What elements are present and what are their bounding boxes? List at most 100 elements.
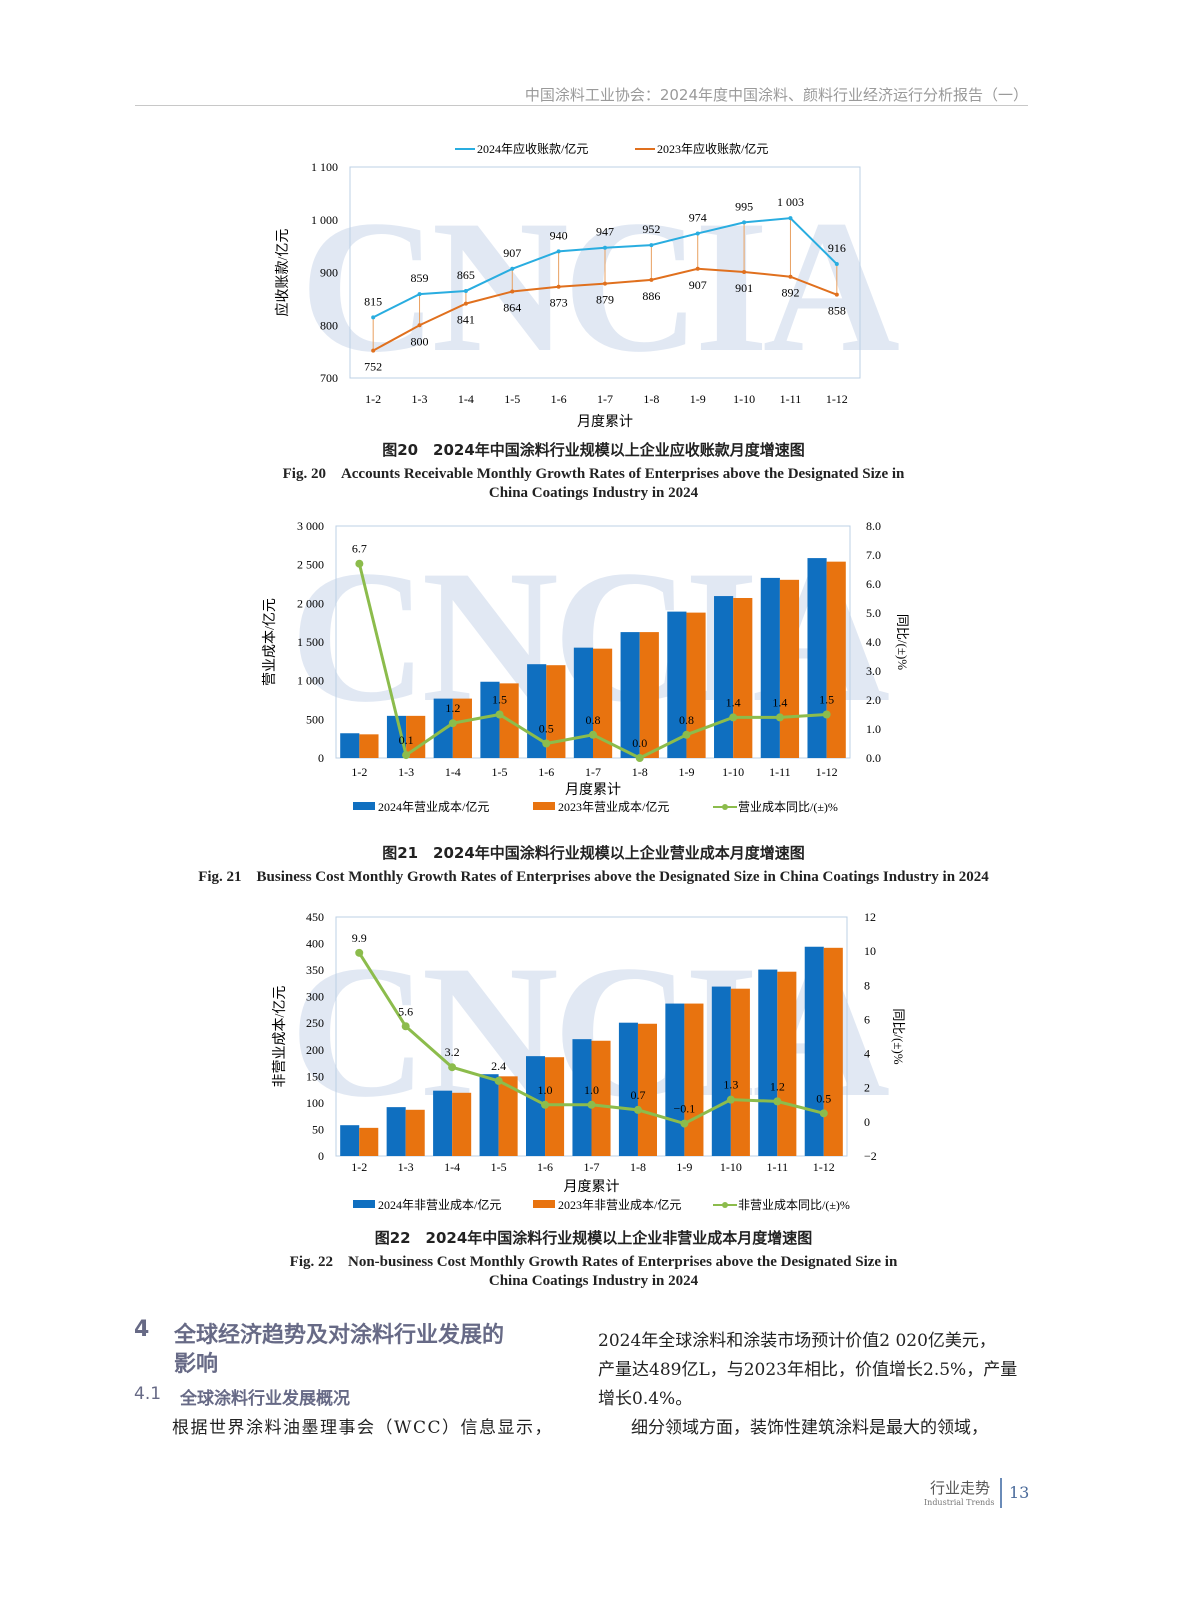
bar-2023	[779, 579, 800, 758]
figure-20-caption-en: Fig. 20 Accounts Receivable Monthly Grow…	[282, 466, 905, 482]
x-tick-label: 1-8	[632, 765, 648, 779]
growth-label: 1.3	[723, 1078, 738, 1092]
data-point	[788, 216, 793, 221]
data-label: 952	[642, 222, 660, 236]
y-tick-label: 1 500	[297, 635, 324, 649]
growth-point	[635, 754, 644, 762]
data-point	[556, 249, 561, 254]
y-tick-label: 1 000	[311, 213, 338, 227]
bar-2024	[340, 733, 360, 758]
growth-label: 0.0	[632, 736, 647, 750]
x-tick-label: 1-3	[412, 392, 428, 406]
growth-label: 6.7	[352, 542, 367, 556]
y2-tick-label: 10	[864, 944, 876, 958]
bar-2024	[525, 1056, 546, 1156]
y-axis-title: 非营业成本/亿元	[272, 986, 288, 1088]
x-tick-label: 1-8	[643, 392, 659, 406]
bar-2024	[667, 611, 687, 758]
y-tick-label: 3 000	[297, 519, 324, 533]
bar-2024	[758, 969, 778, 1156]
growth-label: 1.0	[538, 1083, 553, 1097]
figure-21-caption-cn: 图21 2024年中国涂料行业规模以上企业营业成本月度增速图	[382, 844, 805, 862]
x-tick-label: 1-2	[351, 765, 367, 779]
data-point	[603, 281, 607, 286]
bar-2023	[452, 698, 472, 758]
data-label: 907	[689, 278, 707, 292]
growth-point	[633, 1105, 642, 1114]
y-tick-label: 50	[312, 1122, 324, 1136]
y-tick-label: 0	[318, 751, 324, 765]
legend-swatch	[353, 802, 375, 810]
right-paragraph-line: 细分领域方面，装饰性建筑涂料是最大的领域，	[614, 1418, 988, 1438]
x-tick-label: 1-11	[767, 1160, 789, 1174]
y-tick-label: 100	[306, 1096, 324, 1110]
y-tick-label: 150	[306, 1069, 324, 1083]
figure-20-caption-en-2: China Coatings Industry in 2024	[488, 485, 699, 501]
data-label: 916	[828, 241, 846, 255]
bar-2023	[359, 1127, 379, 1156]
x-tick-label: 1-7	[597, 392, 613, 406]
x-tick-label: 1-6	[551, 392, 567, 406]
bar-2024	[618, 1022, 638, 1156]
x-tick-label: 1-7	[584, 1160, 600, 1174]
growth-label: 1.0	[584, 1083, 599, 1097]
x-tick-label: 1-4	[458, 392, 474, 406]
growth-point	[680, 1119, 689, 1128]
growth-label: 0.8	[679, 713, 694, 727]
y2-tick-label: 5.0	[866, 606, 881, 620]
x-tick-label: 1-10	[733, 392, 755, 406]
y-tick-label: 1 000	[297, 674, 324, 688]
data-label: 940	[550, 228, 568, 242]
x-tick-label: 1-10	[722, 765, 744, 779]
data-label: 841	[457, 313, 475, 327]
plot-area	[349, 166, 861, 379]
growth-point	[494, 1076, 503, 1085]
bar-2024	[760, 577, 780, 758]
y2-tick-label: 6.0	[866, 577, 881, 591]
growth-point	[726, 1095, 735, 1104]
y2-tick-label: 0.0	[866, 751, 881, 765]
x-tick-label: 1-10	[720, 1160, 742, 1174]
legend-marker	[722, 1202, 728, 1208]
data-point	[695, 266, 700, 271]
bar-2024	[665, 1003, 685, 1156]
data-label: 864	[503, 300, 521, 314]
y-tick-label: 300	[306, 990, 324, 1004]
data-point	[742, 269, 747, 274]
growth-point	[775, 713, 784, 722]
growth-label: 1.4	[772, 695, 787, 709]
bar-2024	[340, 1125, 360, 1156]
growth-label: 1.2	[770, 1079, 785, 1093]
x-tick-label: 1-9	[690, 392, 706, 406]
data-point	[463, 301, 468, 306]
y2-axis-title: 同比/(±)%	[895, 614, 910, 670]
y-tick-label: 0	[318, 1149, 324, 1163]
growth-label: 1.4	[726, 695, 741, 709]
left-paragraph: 根据世界涂料油墨理事会（WCC）信息显示，	[172, 1418, 553, 1438]
footer-divider	[1000, 1478, 1002, 1508]
legend-marker	[722, 804, 728, 810]
legend-label: 非营业成本同比/(±)%	[738, 1198, 850, 1212]
legend-label: 2024年应收账款/亿元	[477, 141, 588, 156]
growth-label: 9.9	[352, 931, 367, 945]
data-label: 947	[596, 225, 614, 239]
right-paragraph-line: 增长0.4%。	[598, 1389, 693, 1409]
y-tick-label: 200	[306, 1043, 324, 1057]
y-tick-label: 400	[306, 937, 324, 951]
data-label: 752	[364, 360, 382, 374]
bar-2024	[479, 1074, 499, 1156]
x-tick-label: 1-11	[780, 392, 802, 406]
data-label: 865	[457, 268, 475, 282]
right-paragraph-line: 产量达489亿L，与2023年相比，价值增长2.5%，产量	[598, 1360, 1018, 1380]
data-label: 892	[781, 286, 799, 300]
data-point	[788, 274, 793, 279]
growth-point	[729, 713, 738, 722]
legend-label: 2023年营业成本/亿元	[558, 799, 669, 814]
growth-point	[542, 739, 551, 748]
page-number: 13	[1009, 1483, 1030, 1502]
x-tick-label: 1-5	[492, 765, 508, 779]
data-label: 1 003	[777, 195, 804, 209]
data-point	[417, 323, 422, 328]
x-axis-title: 月度累计	[564, 1179, 620, 1195]
data-point	[834, 292, 839, 297]
